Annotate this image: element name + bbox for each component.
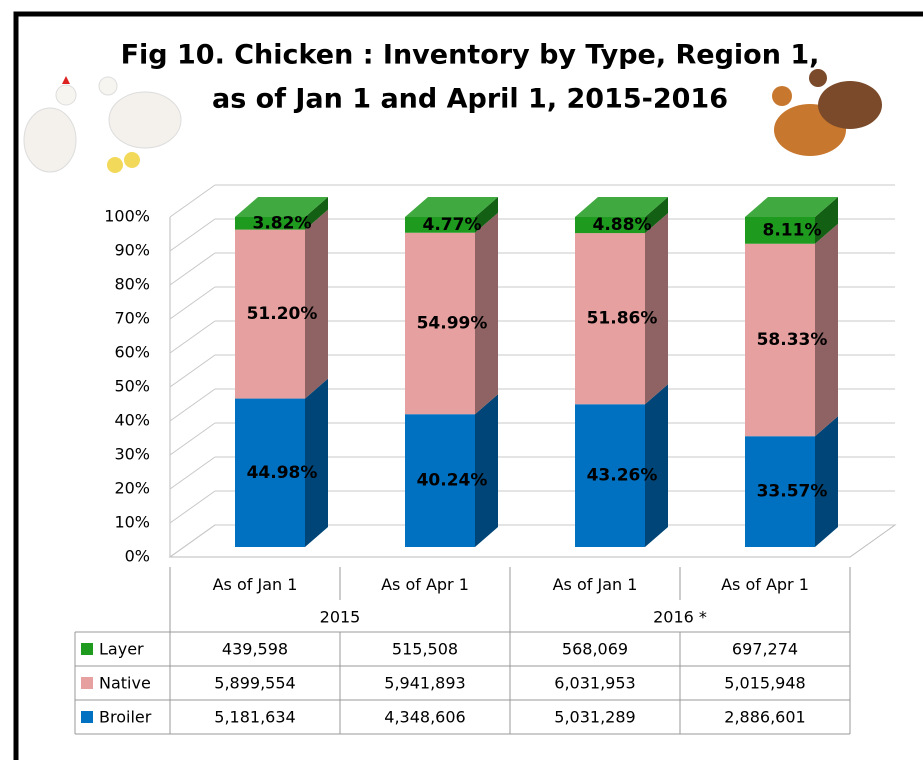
y-tick-label: 10% xyxy=(114,513,150,532)
y-tick-label: 40% xyxy=(114,411,150,430)
legend-swatch xyxy=(81,677,93,689)
x-tick-label: As of Jan 1 xyxy=(213,575,298,594)
table-cell: 5,031,289 xyxy=(554,708,635,727)
y-tick-label: 100% xyxy=(104,207,150,226)
value-label: 40.24% xyxy=(417,471,488,491)
legend-swatch xyxy=(81,711,93,723)
table-cell: 5,899,554 xyxy=(214,674,295,693)
value-label: 51.86% xyxy=(587,309,658,329)
page: Fig 10. Chicken : Inventory by Type, Reg… xyxy=(0,0,923,760)
y-tick-label: 0% xyxy=(125,547,150,566)
chart: Fig 10. Chicken : Inventory by Type, Reg… xyxy=(0,0,923,760)
y-tick-label: 60% xyxy=(114,343,150,362)
grid-line xyxy=(170,457,215,489)
table-cell: 6,031,953 xyxy=(554,674,635,693)
y-tick-label: 70% xyxy=(114,309,150,328)
x-tick-label: As of Jan 1 xyxy=(553,575,638,594)
y-tick-label: 80% xyxy=(114,275,150,294)
group-label: 2016 * xyxy=(653,608,707,627)
value-label: 58.33% xyxy=(757,330,828,350)
grid-line xyxy=(170,219,215,251)
y-tick-label: 50% xyxy=(114,377,150,396)
value-label: 51.20% xyxy=(247,304,318,324)
y-tick-label: 90% xyxy=(114,241,150,260)
table-cell: 5,941,893 xyxy=(384,674,465,693)
y-tick-label: 20% xyxy=(114,479,150,498)
table-cell: 5,015,948 xyxy=(724,674,805,693)
grid-line xyxy=(170,321,215,353)
table-cell: 568,069 xyxy=(562,640,628,659)
grid-line xyxy=(170,389,215,421)
value-label: 4.77% xyxy=(423,215,482,235)
grid-line xyxy=(170,423,215,455)
grid-line xyxy=(170,253,215,285)
x-tick-label: As of Apr 1 xyxy=(381,575,469,594)
group-label: 2015 xyxy=(320,608,361,627)
chart-title: as of Jan 1 and April 1, 2015-2016 xyxy=(212,84,728,115)
value-label: 43.26% xyxy=(587,466,658,486)
x-tick-label: As of Apr 1 xyxy=(721,575,809,594)
grid-line xyxy=(170,355,215,387)
legend-label: Layer xyxy=(99,640,144,659)
value-label: 3.82% xyxy=(253,213,312,233)
legend-swatch xyxy=(81,643,93,655)
table-cell: 439,598 xyxy=(222,640,288,659)
value-label: 54.99% xyxy=(417,313,488,333)
legend-label: Native xyxy=(99,674,151,693)
grid-line xyxy=(170,525,215,557)
y-tick-label: 30% xyxy=(114,445,150,464)
chart-title: Fig 10. Chicken : Inventory by Type, Reg… xyxy=(121,40,820,71)
grid-line xyxy=(170,287,215,319)
grid-line xyxy=(170,185,215,217)
table-cell: 5,181,634 xyxy=(214,708,295,727)
grid-line xyxy=(170,491,215,523)
value-label: 4.88% xyxy=(593,215,652,235)
table-cell: 4,348,606 xyxy=(384,708,465,727)
value-label: 33.57% xyxy=(757,482,828,502)
value-label: 8.11% xyxy=(763,220,822,240)
table-cell: 697,274 xyxy=(732,640,798,659)
value-label: 44.98% xyxy=(247,463,318,483)
table-cell: 515,508 xyxy=(392,640,458,659)
table-cell: 2,886,601 xyxy=(724,708,805,727)
legend-label: Broiler xyxy=(99,708,152,727)
